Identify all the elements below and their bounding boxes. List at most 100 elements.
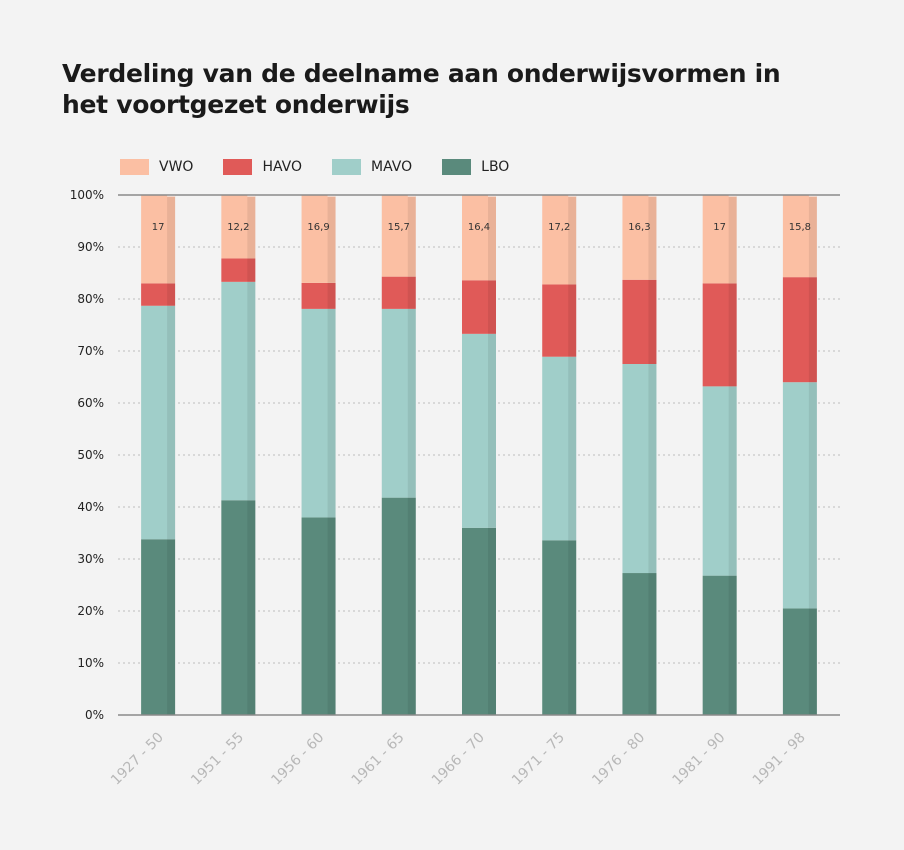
bar-segment-havo — [542, 284, 577, 357]
bar-shade — [648, 364, 657, 574]
value-label-vwo: 17,2 — [548, 222, 570, 233]
bar-shade — [648, 279, 657, 364]
legend-item-lbo: LBO — [442, 159, 509, 175]
bar-shade — [488, 280, 496, 334]
legend-item-vwo: VWO — [120, 159, 193, 175]
y-tick-label: 10% — [77, 656, 104, 670]
bar-segment-havo — [702, 283, 737, 387]
bar-shade — [327, 517, 336, 715]
x-tick-label: 1981 - 90 — [670, 730, 729, 789]
bar-shade — [648, 573, 657, 715]
bar-segment-mavo — [782, 382, 817, 609]
legend-item-mavo: MAVO — [332, 159, 412, 175]
legend-label-vwo: VWO — [159, 159, 194, 175]
bar-segment-havo — [782, 277, 817, 383]
x-tick-label: 1976 - 80 — [589, 730, 648, 789]
bar-segment-mavo — [141, 305, 176, 540]
legend-swatch-mavo — [332, 159, 362, 175]
value-label-vwo: 16,3 — [628, 222, 650, 233]
bar-shade — [167, 539, 176, 715]
legend-label-mavo: MAVO — [371, 159, 413, 175]
bar-segment-mavo — [542, 356, 577, 541]
bar-shade — [488, 333, 496, 528]
bar-segment-lbo — [141, 539, 176, 715]
bar-segment-mavo — [622, 364, 657, 574]
bar-segment-vwo — [141, 195, 176, 284]
chart-title: Verdeling van de deelname aan onderwijsv… — [62, 59, 781, 119]
bar-shade — [407, 308, 416, 498]
bar-segment-mavo — [462, 333, 496, 528]
x-tick-label: 1971 - 75 — [509, 730, 568, 789]
bar-segment-vwo — [542, 195, 577, 285]
y-tick-label: 90% — [77, 240, 104, 254]
bar-segment-lbo — [702, 575, 737, 715]
legend-label-havo: HAVO — [262, 159, 303, 175]
bar-segment-mavo — [702, 386, 737, 576]
bar-shade — [728, 195, 737, 284]
bar-shade — [568, 540, 577, 715]
bar-segment-havo — [381, 276, 416, 309]
bar-segment-havo — [462, 280, 496, 334]
bar-segment-havo — [221, 258, 256, 282]
bar-segment-vwo — [221, 195, 256, 259]
value-label-vwo: 15,8 — [789, 222, 811, 233]
legend-item-havo: HAVO — [223, 159, 302, 175]
bar-shade — [167, 305, 176, 540]
bar-segment-mavo — [301, 308, 336, 518]
bar-shade — [808, 277, 817, 383]
value-label-vwo: 16,4 — [468, 222, 490, 233]
y-tick-label: 100% — [70, 188, 104, 202]
x-tick-label: 1956 - 60 — [268, 730, 327, 789]
value-label-vwo: 15,7 — [388, 222, 410, 233]
y-tick-label: 80% — [77, 292, 104, 306]
bar-segment-havo — [301, 282, 336, 309]
bar-shade — [167, 283, 176, 306]
bar-segment-havo — [622, 279, 657, 364]
legend-swatch-havo — [223, 159, 253, 175]
bar-segment-lbo — [622, 573, 657, 715]
bar-segment-lbo — [301, 517, 336, 715]
bar-segment-vwo — [301, 195, 336, 283]
bar-shade — [728, 386, 737, 576]
bar-shade — [728, 575, 737, 715]
bar-shade — [808, 382, 817, 609]
bar-segment-vwo — [702, 195, 737, 284]
bar-shade — [568, 195, 577, 285]
bar-shade — [327, 195, 336, 283]
bar-shade — [247, 258, 256, 282]
legend-label-lbo: LBO — [481, 159, 510, 175]
x-tick-label: 1961 - 65 — [349, 730, 408, 789]
bar-shade — [247, 281, 256, 501]
bar-segment-vwo — [782, 195, 817, 278]
bar-segment-lbo — [782, 608, 817, 715]
bar-segment-vwo — [381, 195, 416, 277]
bar-shade — [568, 284, 577, 357]
x-tick-label: 1927 - 50 — [108, 730, 167, 789]
chart-legend: VWO HAVO MAVO LBO — [120, 156, 539, 178]
x-tick-label: 1966 - 70 — [429, 730, 488, 789]
bar-shade — [568, 356, 577, 541]
bar-shade — [808, 608, 817, 715]
bar-segment-mavo — [381, 308, 416, 498]
bar-shade — [728, 283, 737, 387]
value-label-vwo: 16,9 — [307, 222, 329, 233]
x-tick-label: 1991 - 98 — [750, 730, 809, 789]
value-label-vwo: 17 — [152, 222, 165, 233]
bar-shade — [327, 308, 336, 518]
bar-segment-lbo — [381, 497, 416, 715]
value-label-vwo: 12,2 — [227, 222, 249, 233]
bar-shade — [808, 195, 817, 278]
bar-segment-lbo — [462, 527, 496, 715]
bar-shade — [407, 195, 416, 277]
x-tick-label: 1951 - 55 — [188, 730, 247, 789]
legend-swatch-vwo — [120, 159, 149, 175]
bar-shade — [327, 282, 336, 309]
bar-shade — [488, 527, 496, 715]
bar-shade — [648, 195, 657, 280]
y-tick-label: 60% — [77, 396, 104, 410]
bar-segment-lbo — [221, 500, 256, 715]
y-tick-label: 70% — [77, 344, 104, 358]
bar-segment-vwo — [462, 195, 496, 281]
